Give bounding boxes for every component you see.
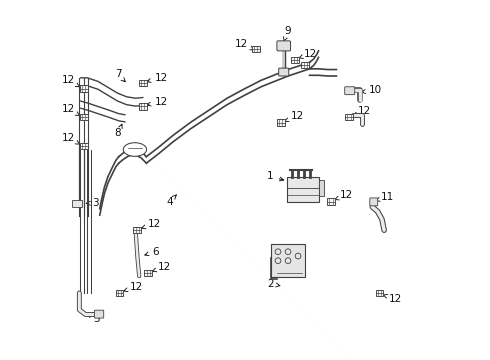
Bar — [80, 114, 88, 121]
Ellipse shape — [123, 143, 147, 156]
FancyBboxPatch shape — [95, 310, 104, 318]
Text: 12: 12 — [61, 133, 80, 144]
Text: 2: 2 — [267, 279, 280, 289]
Bar — [327, 198, 335, 205]
Text: 12: 12 — [235, 40, 254, 50]
Text: 7: 7 — [115, 69, 125, 82]
Text: 12: 12 — [353, 106, 371, 116]
FancyBboxPatch shape — [287, 177, 319, 202]
FancyBboxPatch shape — [370, 198, 378, 206]
Text: 12: 12 — [147, 97, 168, 107]
Text: 12: 12 — [61, 75, 80, 87]
Text: 12: 12 — [299, 49, 318, 59]
Text: 11: 11 — [375, 192, 394, 202]
Text: 3: 3 — [86, 198, 99, 208]
Text: 5: 5 — [87, 314, 100, 324]
Bar — [375, 290, 383, 296]
Text: 12: 12 — [335, 190, 353, 200]
Bar — [139, 103, 147, 110]
Bar — [133, 227, 141, 233]
FancyBboxPatch shape — [344, 87, 355, 95]
Bar — [291, 57, 299, 63]
Text: 4: 4 — [167, 195, 176, 207]
Bar — [319, 180, 324, 196]
Text: 12: 12 — [61, 104, 80, 116]
Bar — [301, 62, 309, 68]
Text: 12: 12 — [152, 262, 171, 272]
Text: 8: 8 — [115, 124, 122, 138]
Text: 10: 10 — [362, 85, 382, 95]
FancyBboxPatch shape — [277, 41, 291, 51]
Bar — [277, 120, 285, 126]
Text: 12: 12 — [383, 294, 402, 304]
Text: 1: 1 — [267, 171, 284, 181]
Text: 9: 9 — [284, 26, 291, 41]
Bar — [80, 143, 88, 149]
Bar — [139, 80, 147, 86]
Text: 12: 12 — [123, 282, 143, 292]
Text: 12: 12 — [285, 111, 304, 122]
Text: 12: 12 — [142, 219, 161, 229]
Text: 12: 12 — [147, 73, 168, 83]
Bar — [252, 46, 260, 52]
Bar — [144, 270, 152, 276]
Bar — [72, 200, 82, 207]
Bar — [345, 114, 353, 121]
FancyBboxPatch shape — [279, 68, 289, 76]
Bar — [116, 290, 123, 296]
Text: 6: 6 — [145, 247, 158, 257]
Bar — [80, 85, 88, 92]
FancyBboxPatch shape — [271, 244, 305, 277]
